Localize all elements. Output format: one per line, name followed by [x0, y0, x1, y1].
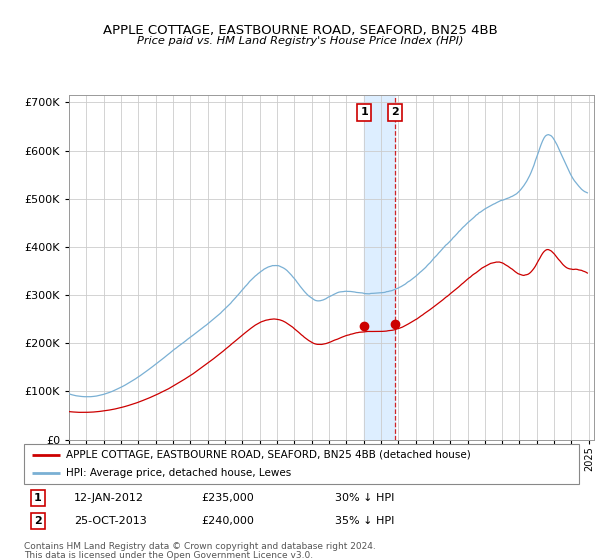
Text: 25-OCT-2013: 25-OCT-2013	[74, 516, 146, 526]
Text: HPI: Average price, detached house, Lewes: HPI: Average price, detached house, Lewe…	[65, 468, 291, 478]
Text: 35% ↓ HPI: 35% ↓ HPI	[335, 516, 394, 526]
Text: 1: 1	[361, 108, 368, 118]
Text: 2: 2	[34, 516, 42, 526]
Text: 30% ↓ HPI: 30% ↓ HPI	[335, 493, 394, 503]
Bar	[364, 95, 395, 440]
FancyBboxPatch shape	[24, 444, 579, 484]
Text: This data is licensed under the Open Government Licence v3.0.: This data is licensed under the Open Gov…	[24, 551, 313, 560]
Text: 12-JAN-2012: 12-JAN-2012	[74, 493, 144, 503]
Text: Price paid vs. HM Land Registry's House Price Index (HPI): Price paid vs. HM Land Registry's House …	[137, 36, 463, 46]
Text: 1: 1	[34, 493, 42, 503]
Text: £235,000: £235,000	[202, 493, 254, 503]
Text: 2: 2	[391, 108, 399, 118]
Text: £240,000: £240,000	[202, 516, 254, 526]
Text: Contains HM Land Registry data © Crown copyright and database right 2024.: Contains HM Land Registry data © Crown c…	[24, 542, 376, 550]
Text: APPLE COTTAGE, EASTBOURNE ROAD, SEAFORD, BN25 4BB (detached house): APPLE COTTAGE, EASTBOURNE ROAD, SEAFORD,…	[65, 450, 470, 460]
Text: APPLE COTTAGE, EASTBOURNE ROAD, SEAFORD, BN25 4BB: APPLE COTTAGE, EASTBOURNE ROAD, SEAFORD,…	[103, 24, 497, 36]
